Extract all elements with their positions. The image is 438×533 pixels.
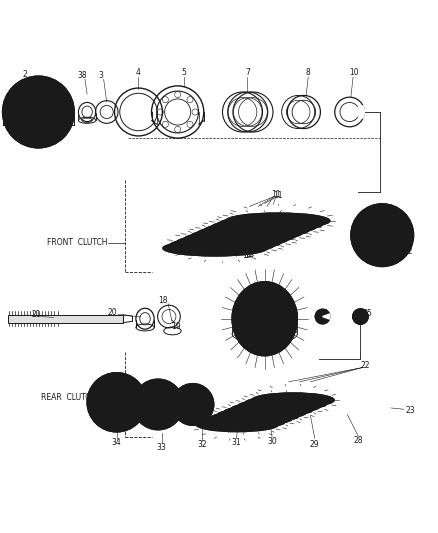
Ellipse shape [252,393,334,407]
Ellipse shape [191,228,295,244]
Text: 23: 23 [406,407,415,416]
Ellipse shape [198,225,302,241]
Text: FRONT  CLUTCH: FRONT CLUTCH [47,238,108,247]
Text: 4: 4 [136,68,141,77]
Text: 5: 5 [182,68,187,77]
Text: 32: 32 [198,440,207,449]
Text: 28: 28 [353,436,363,445]
Text: 11: 11 [273,191,283,200]
Ellipse shape [210,411,293,426]
Ellipse shape [212,219,316,235]
Text: 8: 8 [306,68,311,77]
Ellipse shape [238,399,321,414]
Ellipse shape [224,405,307,419]
Text: 22: 22 [360,361,370,370]
Ellipse shape [163,240,267,256]
Circle shape [87,373,146,432]
Ellipse shape [203,414,286,429]
Text: 14: 14 [243,251,252,260]
Text: REAR  CLUTCH: REAR CLUTCH [41,393,96,401]
Ellipse shape [184,231,288,247]
Text: 31: 31 [232,438,241,447]
Text: 12: 12 [403,247,413,256]
Text: 30: 30 [267,437,277,446]
Ellipse shape [219,216,323,232]
Circle shape [315,309,330,324]
Text: 7: 7 [245,68,250,77]
Text: 17: 17 [318,309,328,318]
Circle shape [351,204,413,266]
Text: 2: 2 [22,70,27,79]
Bar [8,315,123,322]
Ellipse shape [231,402,314,416]
Wedge shape [350,108,359,116]
Circle shape [133,379,184,430]
Text: 29: 29 [310,440,320,449]
Wedge shape [350,106,364,118]
Ellipse shape [217,408,300,423]
Text: 19: 19 [172,322,181,331]
Text: 11: 11 [271,190,280,199]
Text: 35: 35 [362,309,372,318]
Ellipse shape [245,396,327,410]
Text: 18: 18 [159,295,168,304]
Text: 13: 13 [370,243,380,252]
Text: 38: 38 [77,70,87,79]
Text: 33: 33 [157,442,166,451]
Ellipse shape [177,235,281,250]
Text: 34: 34 [111,438,121,447]
Text: 20: 20 [108,308,117,317]
Circle shape [3,76,74,148]
Text: 15: 15 [289,309,299,318]
Ellipse shape [205,222,309,238]
Text: 10: 10 [349,68,359,77]
Ellipse shape [170,237,274,253]
Circle shape [358,226,382,251]
Circle shape [172,384,214,425]
Text: 14: 14 [245,251,254,260]
Ellipse shape [196,417,279,432]
Text: 21: 21 [32,310,41,319]
Ellipse shape [232,282,297,356]
Ellipse shape [226,213,330,229]
Text: 3: 3 [98,70,103,79]
Circle shape [353,309,368,325]
Wedge shape [322,314,330,319]
